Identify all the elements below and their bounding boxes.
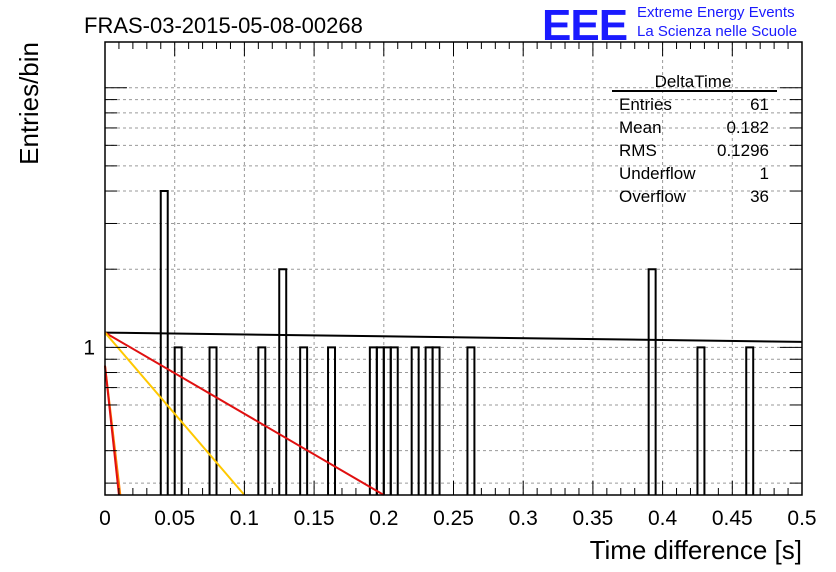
stats-rows: Entries 61 Mean 0.182 RMS 0.1296 Underflow 1 Ove… [619, 95, 769, 206]
x-tick-label: 0.45 [712, 507, 753, 530]
histogram-bin [410, 346, 420, 495]
stats-label: RMS [619, 141, 657, 160]
grid-layer [105, 42, 802, 495]
x-axis-label: Time difference [s] [590, 535, 802, 565]
histogram-bin [278, 268, 288, 495]
x-tick-label: 0.15 [294, 507, 335, 530]
histogram-bin [375, 346, 385, 495]
histogram-bin [382, 346, 392, 495]
stats-box: DeltaTime Entries 61 Mean 0.182 RMS 0.1296 Und… [612, 72, 777, 206]
x-tick-label: 0.2 [369, 507, 398, 530]
x-tick-label: 0.1 [230, 507, 259, 530]
histogram-bin [368, 346, 378, 495]
histogram-bin [389, 346, 399, 495]
fit-line [104, 365, 120, 496]
histogram-bin [647, 268, 657, 495]
x-tick-label: 0.5 [787, 507, 816, 530]
fit-line [104, 331, 246, 496]
y-tick-labels: 1 [83, 336, 95, 359]
stats-value: 1 [760, 164, 769, 183]
logo-line-2: La Scienza nelle Scuole [637, 23, 798, 40]
histogram-bin [327, 346, 337, 495]
logo-line-1: Extreme Energy Events [637, 4, 795, 21]
histogram-bin [159, 190, 169, 495]
stats-label: Mean [619, 118, 662, 137]
stats-title: DeltaTime [655, 72, 732, 91]
x-tick-label: 0.4 [648, 507, 678, 530]
stats-value: 36 [750, 187, 769, 206]
histogram-bin [745, 346, 755, 495]
histogram-bin [696, 346, 706, 495]
bars-layer [159, 190, 755, 495]
stats-value: 0.1296 [717, 141, 769, 160]
stats-label: Overflow [619, 187, 687, 206]
x-tick-label: 0.05 [154, 507, 195, 530]
x-tick-label: 0 [99, 507, 111, 530]
fit-line [104, 331, 385, 496]
stats-value: 0.182 [726, 118, 769, 137]
histogram-bin [299, 346, 309, 495]
fit-line [104, 331, 803, 343]
histogram-bin [424, 346, 434, 495]
histogram-bin [431, 346, 441, 495]
chart-title: FRAS-03-2015-05-08-00268 [84, 13, 363, 38]
y-tick-label: 1 [83, 336, 95, 359]
eee-logo: EEE [542, 1, 628, 50]
x-tick-labels: 0 0.05 0.1 0.15 0.2 0.25 0.3 0.35 0.4 0.45 0.5 [99, 507, 816, 530]
stats-value: 61 [750, 95, 769, 114]
x-tick-label: 0.3 [509, 507, 538, 530]
histogram-bin [466, 346, 476, 495]
ticks-layer [104, 42, 803, 495]
x-tick-label: 0.25 [433, 507, 474, 530]
stats-label: Underflow [619, 164, 696, 183]
histogram-bin [208, 346, 218, 495]
histogram-bin [257, 346, 267, 495]
x-tick-label: 0.35 [572, 507, 613, 530]
y-axis-label: Entries/bin [14, 42, 44, 165]
stats-label: Entries [619, 95, 672, 114]
